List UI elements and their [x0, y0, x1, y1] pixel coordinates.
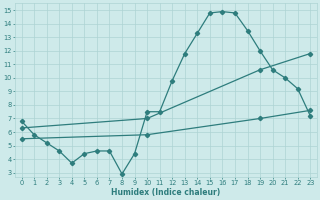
X-axis label: Humidex (Indice chaleur): Humidex (Indice chaleur): [111, 188, 220, 197]
